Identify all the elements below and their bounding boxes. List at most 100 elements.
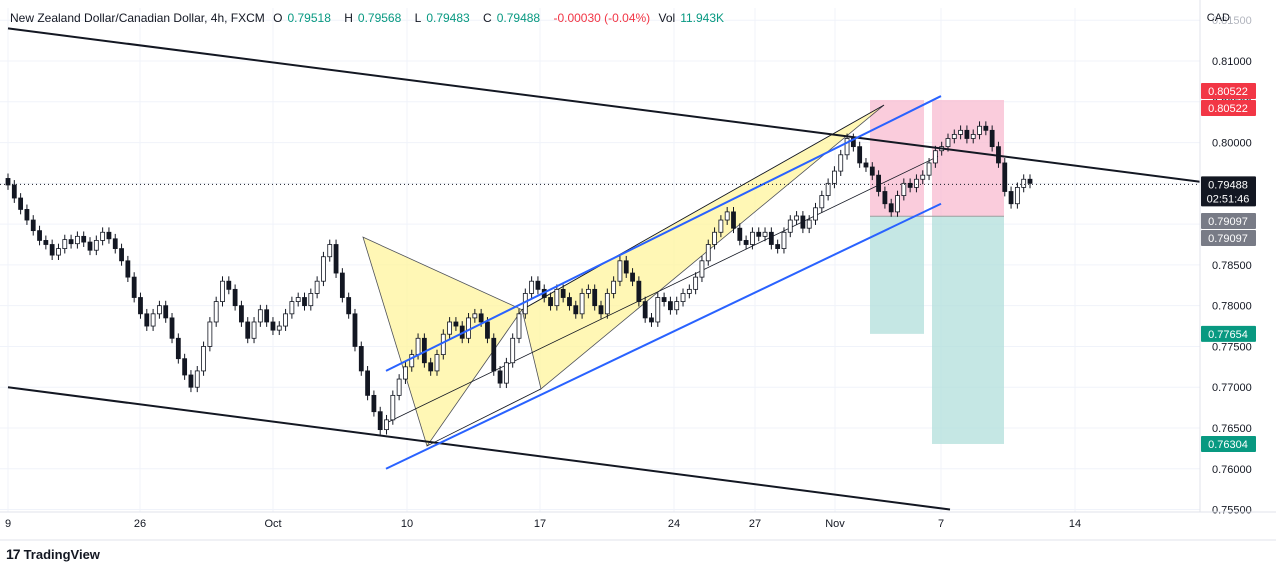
tradingview-logo-text: TradingView bbox=[23, 546, 100, 562]
candle bbox=[62, 234, 68, 254]
price-label-text: 0.80522 bbox=[1208, 86, 1248, 98]
candle bbox=[907, 178, 913, 193]
upper-channel-line bbox=[7, 27, 1201, 183]
candle bbox=[661, 292, 667, 307]
candle bbox=[365, 366, 370, 401]
candle-body bbox=[762, 231, 768, 237]
price-label-text: 0.76304 bbox=[1208, 439, 1248, 451]
candle-body bbox=[257, 309, 263, 323]
candle bbox=[1002, 158, 1008, 197]
candle bbox=[213, 296, 219, 327]
symbol-title[interactable]: New Zealand Dollar/Canadian Dollar, 4h, … bbox=[10, 11, 265, 25]
candle-body bbox=[794, 215, 799, 221]
y-tick-label: 0.76500 bbox=[1212, 423, 1252, 435]
candle-body bbox=[125, 260, 131, 278]
candle-body bbox=[295, 297, 301, 302]
candle-body bbox=[106, 231, 112, 240]
candle bbox=[876, 170, 881, 197]
candle bbox=[554, 284, 560, 311]
price-label-box bbox=[1201, 325, 1256, 342]
candle-body bbox=[554, 288, 560, 307]
candle-body bbox=[403, 366, 408, 380]
candle-body bbox=[390, 394, 396, 421]
high-value: 0.79568 bbox=[357, 11, 402, 25]
price-axis-label: 0.77654 bbox=[1201, 325, 1256, 342]
x-tick-label: Nov bbox=[825, 518, 845, 530]
candle-body bbox=[264, 309, 270, 323]
candle-body bbox=[768, 231, 774, 245]
candle bbox=[201, 341, 206, 376]
candle bbox=[327, 239, 333, 262]
candle bbox=[264, 304, 270, 327]
candle-body bbox=[93, 240, 99, 251]
price-axis-label: 0.80522 bbox=[1201, 100, 1256, 116]
candle-body bbox=[737, 227, 743, 241]
candle-body bbox=[863, 162, 869, 168]
candle bbox=[914, 174, 919, 193]
candle-body bbox=[112, 238, 118, 249]
candle-body bbox=[882, 191, 888, 205]
price-label-text: 0.79097 bbox=[1208, 216, 1248, 228]
candle bbox=[680, 288, 686, 307]
price-label-text: 0.79488 bbox=[1208, 179, 1248, 191]
candle bbox=[403, 361, 408, 384]
candle-body bbox=[43, 240, 49, 245]
candle-body bbox=[756, 231, 762, 237]
candle bbox=[705, 239, 711, 266]
price-label-box bbox=[1201, 230, 1256, 246]
tradingview-logo[interactable]: 17 TradingView bbox=[6, 546, 100, 562]
candle-body bbox=[491, 337, 497, 372]
candle-body bbox=[907, 182, 913, 188]
candle bbox=[169, 313, 175, 344]
candle-body bbox=[188, 374, 194, 388]
candle-body bbox=[1021, 178, 1027, 188]
candle bbox=[737, 223, 743, 246]
candle bbox=[794, 211, 799, 225]
candle bbox=[895, 190, 900, 217]
candle bbox=[472, 308, 478, 323]
candle-body bbox=[642, 301, 648, 319]
candle bbox=[150, 308, 156, 331]
candle-body bbox=[24, 209, 30, 221]
candle-body bbox=[699, 260, 705, 278]
candle bbox=[781, 227, 787, 254]
candle bbox=[535, 276, 541, 295]
candle-body bbox=[245, 321, 251, 339]
candle bbox=[321, 251, 326, 287]
candle bbox=[295, 292, 301, 307]
candle bbox=[869, 162, 875, 181]
candle-body bbox=[604, 293, 610, 315]
candle-body bbox=[207, 321, 213, 347]
candle bbox=[611, 276, 617, 299]
low-label: L bbox=[414, 11, 422, 25]
candle bbox=[832, 166, 837, 189]
price-label-text: 0.79097 bbox=[1208, 233, 1248, 245]
close-value: 0.79488 bbox=[496, 11, 541, 25]
candle-body bbox=[958, 129, 964, 135]
candle-body bbox=[213, 301, 219, 323]
candle-body bbox=[567, 297, 572, 307]
y-tick-label: 0.78500 bbox=[1212, 260, 1252, 272]
candle-body bbox=[750, 231, 755, 245]
candle bbox=[642, 296, 648, 323]
candle-body bbox=[100, 231, 106, 241]
candle bbox=[623, 255, 629, 278]
candle-body bbox=[977, 125, 982, 135]
candle bbox=[491, 333, 497, 376]
candle bbox=[5, 173, 11, 190]
candle-body bbox=[895, 195, 900, 213]
candle bbox=[819, 190, 825, 213]
candle-body bbox=[844, 138, 850, 156]
candle bbox=[649, 313, 654, 327]
candle bbox=[377, 406, 383, 435]
candle-body bbox=[617, 260, 623, 282]
candle-body bbox=[680, 293, 686, 302]
candle bbox=[358, 341, 364, 376]
candle bbox=[314, 276, 320, 299]
candle bbox=[970, 129, 976, 144]
candle bbox=[466, 313, 471, 344]
trade-zones-layer bbox=[870, 99, 1004, 444]
price-axis-label: 0.76304 bbox=[1201, 435, 1256, 452]
candle bbox=[157, 300, 162, 319]
